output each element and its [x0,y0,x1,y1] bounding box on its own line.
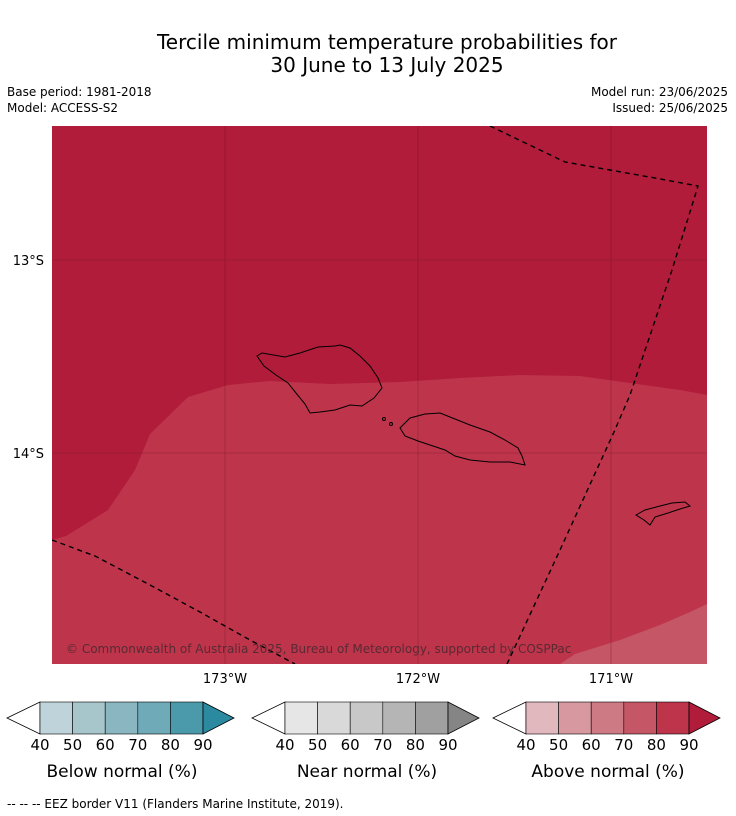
island-upolu [399,412,526,466]
colorbar-tick-label: 60 [581,736,601,754]
colorbar-near [251,701,480,735]
colorbar-tick-label: 70 [614,736,634,754]
colorbar-above-title: Above normal (%) [531,762,685,782]
colorbar-extend-low [492,701,527,735]
colorbar-segment [170,701,204,735]
colorbar-tick-label: 80 [160,736,180,754]
colorbar-extend-low [6,701,41,735]
colorbar-segment [137,701,171,735]
copyright-notice: © Commonwealth of Australia 2025, Bureau… [66,642,572,656]
region-above-70 [560,604,707,664]
title-line-1: Tercile minimum temperature probabilitie… [156,30,618,54]
colorbar-extend-high [202,701,235,735]
island-tutuila [635,501,692,526]
colorbar-extend-low [251,701,286,735]
island-savaii [256,344,383,414]
colorbar-segment [415,701,449,735]
colorbar-segment [104,701,139,735]
region-above-80 [52,375,707,664]
lat-label-14s: 14°S [13,447,44,462]
map-title: Tercile minimum temperature probabilitie… [0,31,736,77]
colorbar-segment [382,701,416,735]
colorbar-tick-label: 80 [405,736,425,754]
colorbar-tick-label: 50 [549,736,569,754]
colorbar-tick-label: 80 [646,736,666,754]
graticule [52,126,707,664]
eez-legend-footer: -- -- -- EEZ border V11 (Flanders Marine… [7,797,344,811]
colorbar-tick-label: 50 [63,736,83,754]
colorbar-segment [623,701,657,735]
colorbar-segment [558,701,592,735]
colorbar-extend-high [688,701,721,735]
colorbar-tick-label: 40 [275,736,295,754]
colorbar-tick-label: 40 [30,736,50,754]
colorbar-below-title: Below normal (%) [46,762,198,782]
colorbar-tick-label: 40 [516,736,536,754]
lon-label-171w: 171°W [589,672,633,687]
colorbar-above [492,701,721,735]
colorbar-near-title: Near normal (%) [296,762,438,782]
eez-border [52,126,699,664]
lon-label-173w: 173°W [203,672,247,687]
base-period: Base period: 1981-2018 [7,85,152,99]
title-line-2: 30 June to 13 July 2025 [270,53,504,77]
colorbar-segment [590,701,625,735]
colorbar-segment [656,701,690,735]
colorbar-segment [349,701,384,735]
lon-label-172w: 172°W [396,672,440,687]
colorbar-tick-label: 90 [438,736,458,754]
meta-right: Model run: 23/06/2025 Issued: 25/06/2025 [591,84,728,116]
colorbar-tick-label: 70 [373,736,393,754]
map-figure: 13°S 14°S 173°W 172°W 171°W [13,126,707,687]
colorbar-segment [39,701,73,735]
colorbar-segment [525,701,559,735]
colorbar-tick-label: 70 [128,736,148,754]
colorbar-tick-label: 90 [679,736,699,754]
colorbar-tick-label: 60 [340,736,360,754]
colorbar-extend-high [447,701,480,735]
colorbar-below [6,701,235,735]
colorbar-segment [72,701,106,735]
colorbar-segment [317,701,351,735]
colorbar-tick-label: 60 [95,736,115,754]
issued-date: Issued: 25/06/2025 [612,101,728,115]
colorbar-segment [284,701,318,735]
model-run: Model run: 23/06/2025 [590,85,728,99]
colorbar-tick-label: 50 [308,736,328,754]
lat-label-13s: 13°S [13,254,44,269]
colorbar-tick-label: 90 [193,736,213,754]
model-name: Model: ACCESS-S2 [7,101,119,115]
meta-left: Base period: 1981-2018 Model: ACCESS-S2 [7,84,152,116]
